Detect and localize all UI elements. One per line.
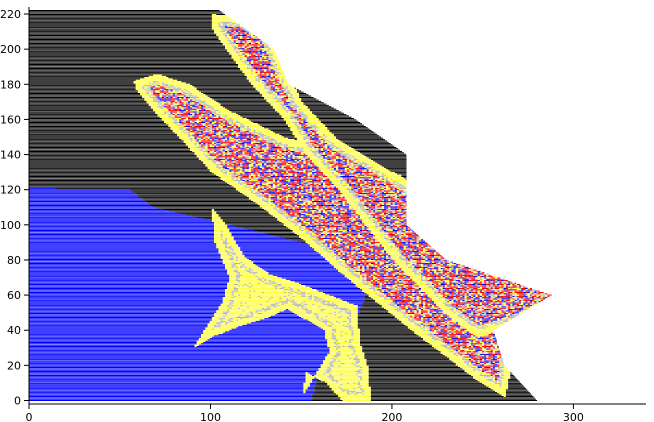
row-bars [29, 10, 552, 401]
